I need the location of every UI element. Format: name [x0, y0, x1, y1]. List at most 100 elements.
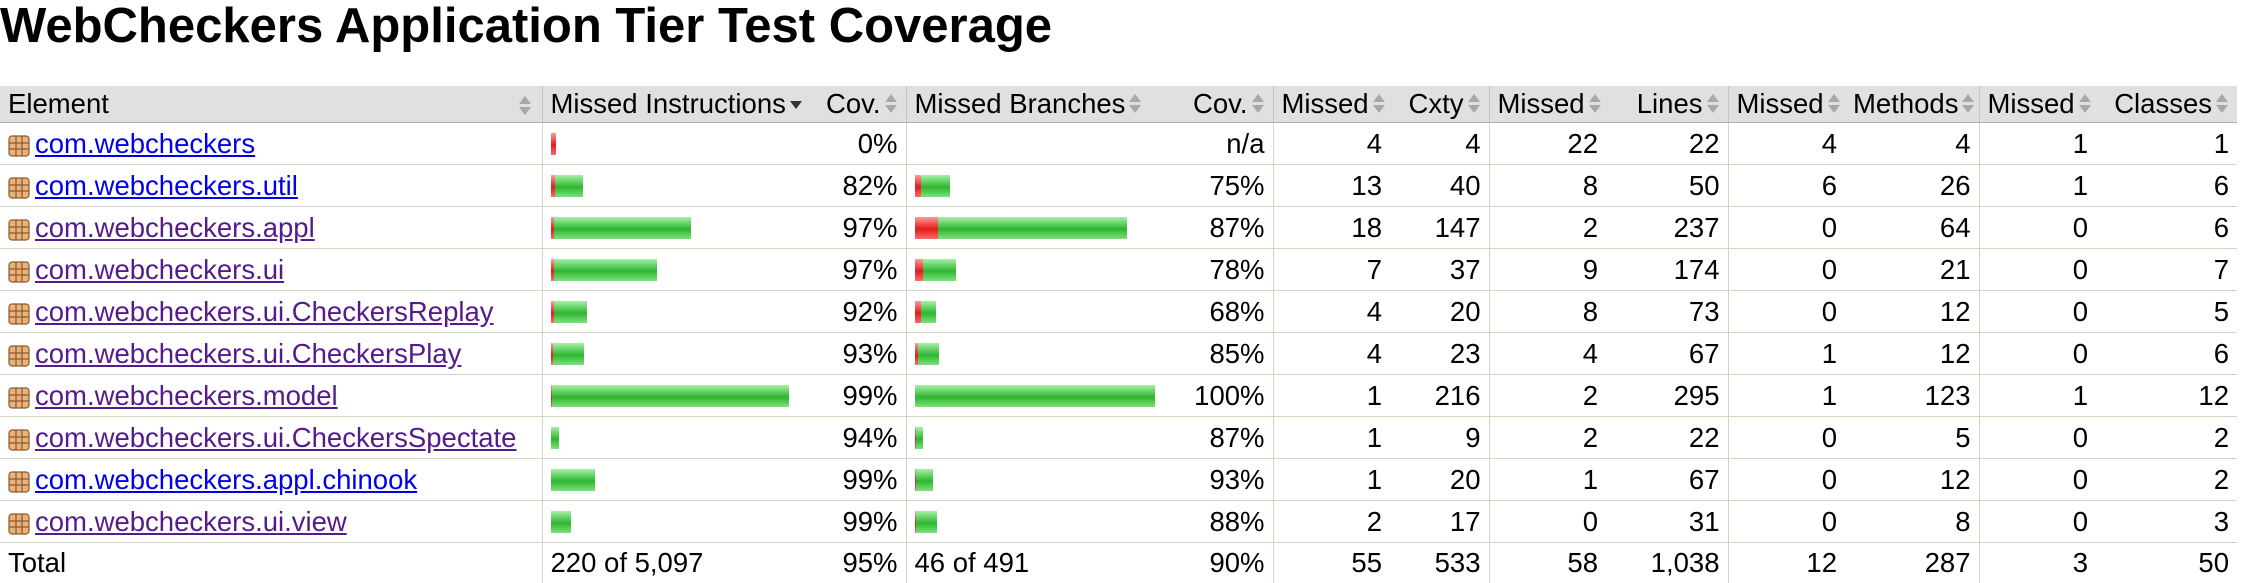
sort-icon	[1589, 93, 1602, 115]
package-link[interactable]: com.webcheckers.ui.CheckersSpectate	[35, 422, 516, 453]
package-link[interactable]: com.webcheckers.model	[35, 380, 338, 411]
missed-bar	[915, 217, 938, 239]
missed-lines: 8	[1489, 291, 1606, 333]
missed-instructions-bar	[542, 501, 810, 543]
complexity: 147	[1390, 207, 1489, 249]
missed-methods: 1	[1728, 375, 1845, 417]
package-link[interactable]: com.webcheckers	[35, 128, 255, 159]
package-link[interactable]: com.webcheckers.ui.CheckersPlay	[35, 338, 461, 369]
methods: 26	[1845, 165, 1979, 207]
package-link[interactable]: com.webcheckers.util	[35, 170, 298, 201]
missed-branches-bar	[906, 333, 1171, 375]
package-link[interactable]: com.webcheckers.ui.view	[35, 506, 347, 537]
classes: 2	[2096, 459, 2237, 501]
package-link[interactable]: com.webcheckers.ui.CheckersReplay	[35, 296, 494, 327]
package-icon	[8, 342, 30, 364]
header-element[interactable]: Element	[0, 86, 542, 123]
missed-instructions-bar	[542, 123, 810, 165]
complexity: 216	[1390, 375, 1489, 417]
sort-descending-icon	[790, 93, 803, 115]
package-link[interactable]: com.webcheckers.ui	[35, 254, 284, 285]
branches-coverage: n/a	[1171, 123, 1273, 165]
classes: 5	[2096, 291, 2237, 333]
header-missed-lines[interactable]: Missed	[1489, 86, 1606, 123]
missed-methods: 6	[1728, 165, 1845, 207]
missed-methods: 0	[1728, 249, 1845, 291]
covered-bar	[554, 301, 587, 323]
header-methods[interactable]: Methods	[1845, 86, 1979, 123]
branches-coverage: 87%	[1171, 207, 1273, 249]
missed-classes: 0	[1979, 207, 2096, 249]
lines: 295	[1606, 375, 1728, 417]
element-cell: com.webcheckers.ui.CheckersPlay	[0, 333, 542, 375]
missed-methods: 0	[1728, 501, 1845, 543]
header-missed-instructions[interactable]: Missed Instructions	[542, 86, 810, 123]
missed-lines: 2	[1489, 417, 1606, 459]
instructions-coverage: 99%	[810, 459, 906, 501]
header-instructions-coverage[interactable]: Cov.	[810, 86, 906, 123]
missed-lines: 8	[1489, 165, 1606, 207]
package-link[interactable]: com.webcheckers.appl	[35, 212, 315, 243]
header-missed-classes[interactable]: Missed	[1979, 86, 2096, 123]
instructions-coverage: 97%	[810, 249, 906, 291]
classes: 7	[2096, 249, 2237, 291]
package-link[interactable]: com.webcheckers.appl.chinook	[35, 464, 417, 495]
missed-classes: 1	[1979, 375, 2096, 417]
missed-branches-bar	[906, 165, 1171, 207]
package-icon	[8, 510, 30, 532]
covered-bar	[552, 385, 789, 407]
branches-coverage: 78%	[1171, 249, 1273, 291]
instructions-coverage: 94%	[810, 417, 906, 459]
element-cell: com.webcheckers.ui.CheckersReplay	[0, 291, 542, 333]
element-cell: com.webcheckers.appl	[0, 207, 542, 249]
missed-branches-bar	[906, 207, 1171, 249]
header-missed-methods[interactable]: Missed	[1728, 86, 1845, 123]
missed-branches-bar	[906, 459, 1171, 501]
header-lines[interactable]: Lines	[1606, 86, 1728, 123]
missed-methods: 4	[1728, 123, 1845, 165]
branches-coverage: 75%	[1171, 165, 1273, 207]
complexity: 40	[1390, 165, 1489, 207]
sort-icon	[2079, 93, 2092, 115]
package-icon	[8, 174, 30, 196]
missed-complexity: 7	[1273, 249, 1390, 291]
complexity: 4	[1390, 123, 1489, 165]
missed-bar	[551, 133, 556, 155]
covered-bar	[554, 217, 691, 239]
element-cell: com.webcheckers.ui.view	[0, 501, 542, 543]
missed-instructions-bar	[542, 249, 810, 291]
missed-classes: 0	[1979, 459, 2096, 501]
branches-coverage: 68%	[1171, 291, 1273, 333]
missed-complexity: 4	[1273, 123, 1390, 165]
missed-methods: 0	[1728, 207, 1845, 249]
instructions-coverage: 99%	[810, 375, 906, 417]
missed-complexity: 1	[1273, 459, 1390, 501]
classes: 6	[2096, 333, 2237, 375]
methods: 21	[1845, 249, 1979, 291]
missed-instructions-bar	[542, 165, 810, 207]
header-missed-complexity[interactable]: Missed	[1273, 86, 1390, 123]
missed-methods: 1	[1728, 333, 1845, 375]
covered-bar	[921, 175, 950, 197]
instructions-coverage: 93%	[810, 333, 906, 375]
missed-instructions-bar	[542, 417, 810, 459]
missed-branches-bar	[906, 501, 1171, 543]
classes: 12	[2096, 375, 2237, 417]
sort-icon	[1129, 93, 1142, 115]
covered-bar	[923, 259, 956, 281]
instructions-coverage: 92%	[810, 291, 906, 333]
lines: 174	[1606, 249, 1728, 291]
branches-coverage: 93%	[1171, 459, 1273, 501]
header-classes[interactable]: Classes	[2096, 86, 2237, 123]
package-icon	[8, 384, 30, 406]
missed-branches-bar	[906, 417, 1171, 459]
header-complexity[interactable]: Cxty	[1390, 86, 1489, 123]
header-missed-branches[interactable]: Missed Branches	[906, 86, 1171, 123]
missed-complexity: 13	[1273, 165, 1390, 207]
missed-methods: 0	[1728, 291, 1845, 333]
header-branches-coverage[interactable]: Cov.	[1171, 86, 1273, 123]
